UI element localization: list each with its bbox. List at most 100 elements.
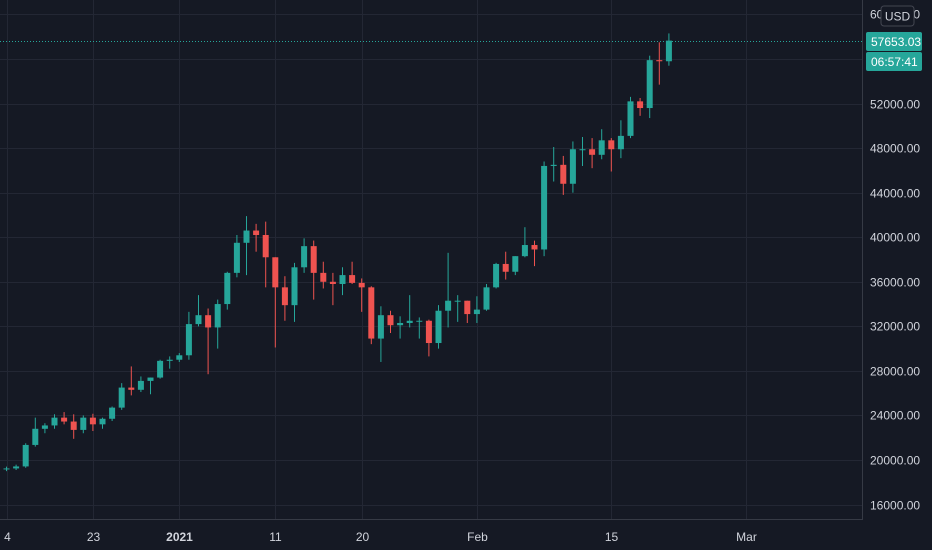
candle-body: [579, 149, 586, 151]
candle[interactable]: [387, 310, 394, 334]
candle[interactable]: [22, 443, 29, 468]
x-tick-label: Mar: [736, 530, 757, 544]
candle[interactable]: [281, 276, 288, 321]
candle-body: [627, 101, 634, 136]
x-tick-label: Feb: [467, 530, 488, 544]
candle[interactable]: [320, 261, 327, 289]
candle-body: [205, 315, 212, 328]
candle[interactable]: [349, 261, 356, 285]
candle-body: [195, 315, 202, 325]
candle[interactable]: [3, 466, 10, 472]
candle[interactable]: [435, 305, 442, 349]
candle-body: [637, 101, 644, 109]
candle-body: [665, 40, 672, 62]
candle[interactable]: [291, 262, 298, 322]
candle-body: [464, 300, 471, 315]
candle[interactable]: [137, 376, 144, 393]
candle[interactable]: [656, 42, 663, 85]
candle[interactable]: [99, 417, 106, 429]
candle[interactable]: [598, 129, 605, 160]
candle[interactable]: [128, 366, 135, 396]
candle[interactable]: [512, 256, 519, 276]
y-tick-label: 48000.00: [870, 142, 920, 156]
last-price-value: 57653.03: [871, 35, 921, 49]
candle-body: [397, 322, 404, 326]
candle[interactable]: [243, 216, 250, 276]
candle[interactable]: [205, 308, 212, 375]
candle[interactable]: [358, 278, 365, 312]
candle[interactable]: [627, 96, 634, 139]
currency-button[interactable]: USD: [880, 5, 915, 27]
candle[interactable]: [70, 414, 77, 439]
candle-body: [61, 417, 68, 422]
candle[interactable]: [454, 295, 461, 322]
candle[interactable]: [272, 257, 279, 348]
candle-body: [118, 387, 125, 408]
candle[interactable]: [473, 296, 480, 323]
candle-body: [541, 165, 548, 250]
candle-body: [349, 275, 356, 283]
candle[interactable]: [301, 238, 308, 273]
candle[interactable]: [589, 138, 596, 169]
candle[interactable]: [617, 120, 624, 159]
candle[interactable]: [214, 299, 221, 349]
candle[interactable]: [118, 383, 125, 410]
candle-body: [301, 246, 308, 268]
candle[interactable]: [406, 295, 413, 328]
candle-body: [435, 310, 442, 344]
candle[interactable]: [502, 251, 509, 280]
candle[interactable]: [166, 356, 173, 369]
candle[interactable]: [61, 412, 68, 425]
candle[interactable]: [80, 415, 87, 434]
candle[interactable]: [339, 267, 346, 296]
candle[interactable]: [608, 138, 615, 172]
candle[interactable]: [89, 413, 96, 432]
candle[interactable]: [445, 252, 452, 328]
candle[interactable]: [224, 271, 231, 310]
candle[interactable]: [310, 240, 317, 300]
candle[interactable]: [377, 306, 384, 362]
candle[interactable]: [262, 221, 269, 288]
candle-body: [224, 272, 231, 305]
candle[interactable]: [493, 262, 500, 289]
candle-body: [147, 377, 154, 381]
candle[interactable]: [560, 155, 567, 195]
candle[interactable]: [185, 311, 192, 360]
candle[interactable]: [157, 359, 164, 379]
candle[interactable]: [464, 300, 471, 323]
candle[interactable]: [550, 147, 557, 182]
candle[interactable]: [579, 136, 586, 166]
candle[interactable]: [233, 234, 240, 278]
candle[interactable]: [425, 319, 432, 357]
candle-body: [569, 149, 576, 184]
candle[interactable]: [147, 377, 154, 395]
candle[interactable]: [521, 227, 528, 258]
candle[interactable]: [41, 423, 48, 434]
candle[interactable]: [329, 272, 336, 306]
candle[interactable]: [397, 316, 404, 339]
candle[interactable]: [483, 284, 490, 311]
candle[interactable]: [51, 414, 58, 429]
candle[interactable]: [195, 295, 202, 327]
candle[interactable]: [637, 98, 644, 116]
candles-layer[interactable]: [3, 33, 672, 472]
candle[interactable]: [646, 55, 653, 119]
candle[interactable]: [368, 286, 375, 345]
candle[interactable]: [176, 353, 183, 362]
time-axis[interactable]: 4 23 2021 11 20 Feb 15 Mar: [4, 530, 757, 544]
candle[interactable]: [665, 33, 672, 66]
candle[interactable]: [531, 240, 538, 267]
candle[interactable]: [32, 417, 39, 447]
y-tick-label: 36000.00: [870, 276, 920, 290]
candle-body: [512, 256, 519, 272]
candle[interactable]: [13, 464, 20, 470]
candle[interactable]: [569, 141, 576, 193]
candle-body: [483, 287, 490, 310]
currency-label: USD: [885, 10, 911, 24]
candle[interactable]: [416, 317, 423, 339]
candle-body: [253, 230, 260, 235]
candle[interactable]: [109, 406, 116, 421]
candle[interactable]: [253, 223, 260, 252]
candle[interactable]: [541, 161, 548, 257]
